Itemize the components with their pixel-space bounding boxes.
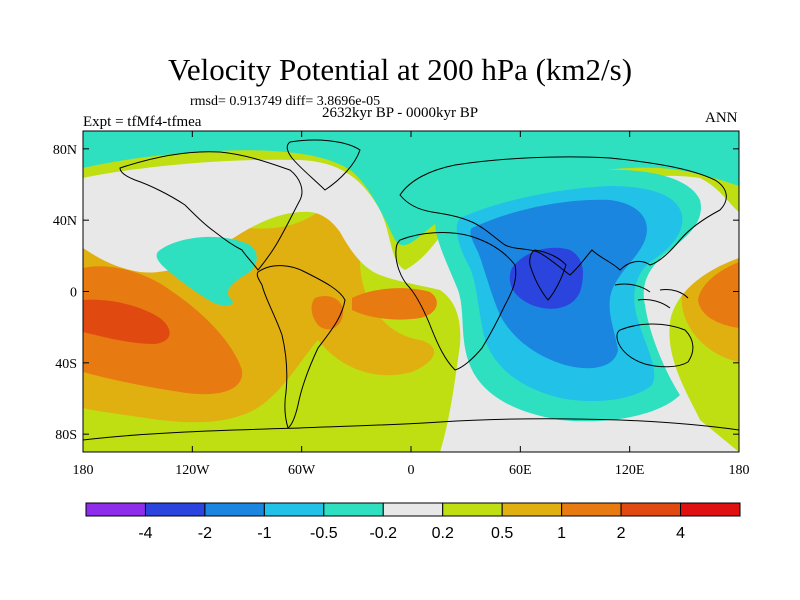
chart-title: Velocity Potential at 200 hPa (km2/s) xyxy=(167,52,633,87)
coastline-europe-asia xyxy=(399,156,727,276)
coastline-greenland xyxy=(286,139,361,191)
contour-fill-2-4-pacific xyxy=(83,299,170,344)
season-label: ANN xyxy=(705,110,738,126)
y-tick-label: 40N xyxy=(53,214,77,229)
x-tick-label: 180 xyxy=(729,463,750,478)
colorbar-label: -0.5 xyxy=(310,525,338,542)
y-tick-label: 0 xyxy=(70,286,77,301)
colorbar-label: -0.2 xyxy=(369,525,397,542)
y-tick-label: 40S xyxy=(55,357,77,372)
colorbar-swatch xyxy=(144,502,206,517)
colorbar-swatch xyxy=(680,502,741,517)
axis-ticks: 180 120W 60W 0 60E 120E 180 80N 40N 0 40S 80S xyxy=(53,131,750,478)
colorbar-swatch xyxy=(442,502,503,517)
coastline-australia xyxy=(616,323,694,368)
contour-fill-layer xyxy=(83,131,739,452)
contour-fill-teal-north xyxy=(83,131,739,246)
colorbar-label: -1 xyxy=(257,525,271,542)
y-tick-label: 80S xyxy=(55,428,77,443)
rmsd-diff-stats: rmsd= 0.913749 diff= 3.8696e-05 xyxy=(190,94,381,109)
colorbar-label: 0.2 xyxy=(432,525,454,542)
colorbar-label: -2 xyxy=(198,525,212,542)
coastline-africa xyxy=(395,232,517,371)
x-tick-label: 60W xyxy=(288,463,316,478)
colorbar-label: -4 xyxy=(138,525,152,542)
y-tick-label: 80N xyxy=(53,143,77,158)
colorbar-swatch xyxy=(561,502,622,517)
x-tick-label: 0 xyxy=(408,463,415,478)
x-tick-label: 60E xyxy=(509,463,532,478)
colorbar: -4 -2 -1 -0.5 -0.2 0.2 0.5 1 2 4 xyxy=(85,502,741,542)
coastline-antarctica xyxy=(83,418,739,441)
experiment-label: Expt = tfMf4-tfmea xyxy=(83,114,202,130)
colorbar-swatch xyxy=(323,502,384,517)
colorbar-label: 2 xyxy=(617,525,626,542)
colorbar-swatch xyxy=(263,502,325,517)
colorbar-swatch xyxy=(620,502,682,517)
coastline-maritime-continent xyxy=(614,283,689,309)
colorbar-label: 0.5 xyxy=(491,525,513,542)
period-label: 2632kyr BP - 0000kyr BP xyxy=(322,105,479,121)
coastline-south-america xyxy=(256,265,346,429)
contour-fill-teal-pacific-gyre xyxy=(156,236,257,306)
colorbar-swatch xyxy=(382,502,444,517)
colorbar-swatch xyxy=(204,502,265,517)
colorbar-swatch xyxy=(85,502,146,517)
coastline-india xyxy=(529,249,567,301)
colorbar-swatch xyxy=(501,502,563,517)
x-tick-label: 120W xyxy=(175,463,210,478)
contour-fill-1-2-brazil xyxy=(311,295,344,330)
colorbar-label: 4 xyxy=(676,525,685,542)
coastline-layer xyxy=(83,139,739,441)
colorbar-label: 1 xyxy=(557,525,566,542)
x-tick-label: 180 xyxy=(73,463,94,478)
x-tick-label: 120E xyxy=(615,463,645,478)
contour-fill-1-2-east xyxy=(698,262,739,328)
coastline-north-america xyxy=(119,151,303,271)
